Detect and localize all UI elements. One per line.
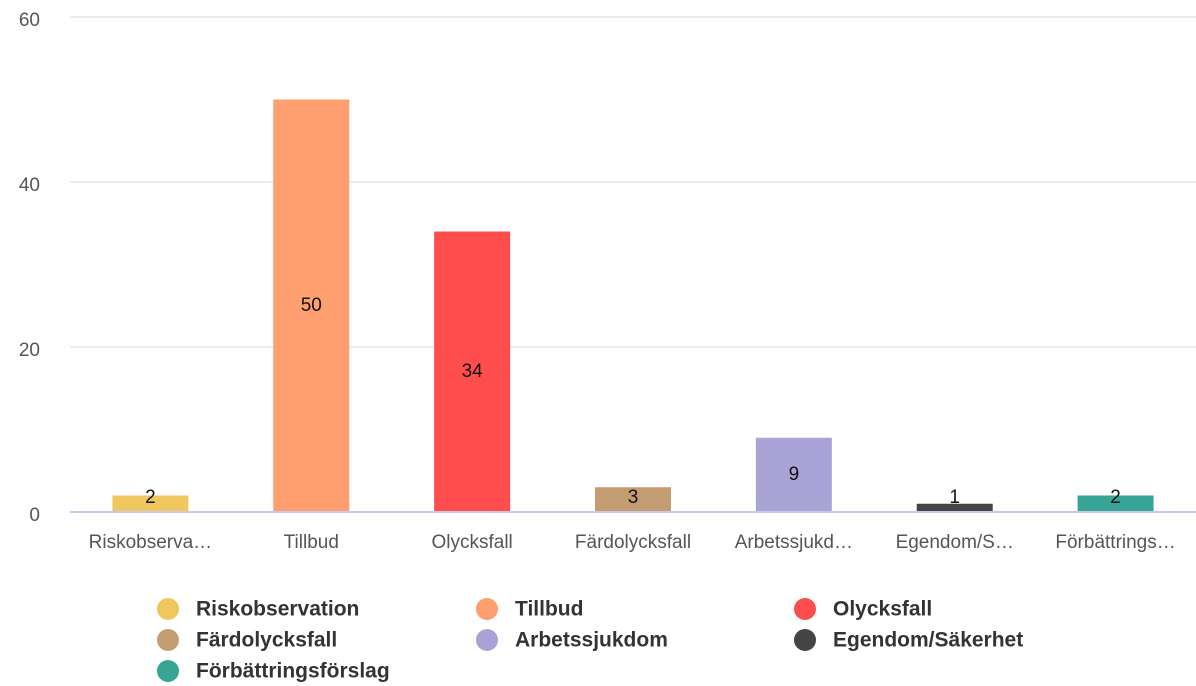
- legend-label: Förbättringsförslag: [196, 660, 390, 683]
- data-label: 2: [1110, 487, 1121, 508]
- x-tick-label: Arbetssjukd…: [735, 532, 853, 553]
- legend-swatch: [157, 660, 179, 682]
- legend-swatch: [794, 598, 816, 620]
- x-tick-label: Riskobserva…: [89, 532, 213, 553]
- x-tick-label: Tillbud: [284, 532, 339, 553]
- data-label: 1: [949, 487, 960, 508]
- legend-swatch: [476, 629, 498, 651]
- legend-label: Riskobservation: [196, 598, 359, 621]
- x-tick-label: Olycksfall: [431, 532, 512, 553]
- data-label: 2: [145, 487, 156, 508]
- bar: [112, 495, 189, 512]
- x-tick-label: Färdolycksfall: [575, 532, 691, 553]
- bar: [434, 231, 511, 512]
- y-tick-label: 0: [29, 505, 40, 526]
- legend-label: Egendom/Säkerhet: [833, 629, 1023, 652]
- legend-swatch: [794, 629, 816, 651]
- x-tick-label: Förbättrings…: [1055, 532, 1175, 553]
- legend-label: Tillbud: [515, 598, 583, 621]
- y-tick-label: 40: [19, 175, 40, 196]
- legend-label: Färdolycksfall: [196, 629, 337, 652]
- bar: [916, 503, 993, 512]
- bar: [595, 487, 671, 512]
- bar: [273, 99, 350, 512]
- data-label: 34: [462, 361, 484, 382]
- data-label: 9: [789, 464, 800, 485]
- y-tick-label: 60: [19, 10, 40, 31]
- bar: [1077, 495, 1154, 512]
- legend-swatch: [476, 598, 498, 620]
- data-label: 50: [301, 295, 322, 316]
- y-tick-label: 20: [19, 340, 40, 361]
- legend-label: Arbetssjukdom: [515, 629, 668, 652]
- bar: [755, 437, 832, 512]
- legend-swatch: [157, 629, 179, 651]
- legend-label: Olycksfall: [833, 598, 932, 621]
- x-tick-label: Egendom/S…: [896, 532, 1014, 553]
- legend-swatch: [157, 598, 179, 620]
- data-label: 3: [628, 487, 639, 508]
